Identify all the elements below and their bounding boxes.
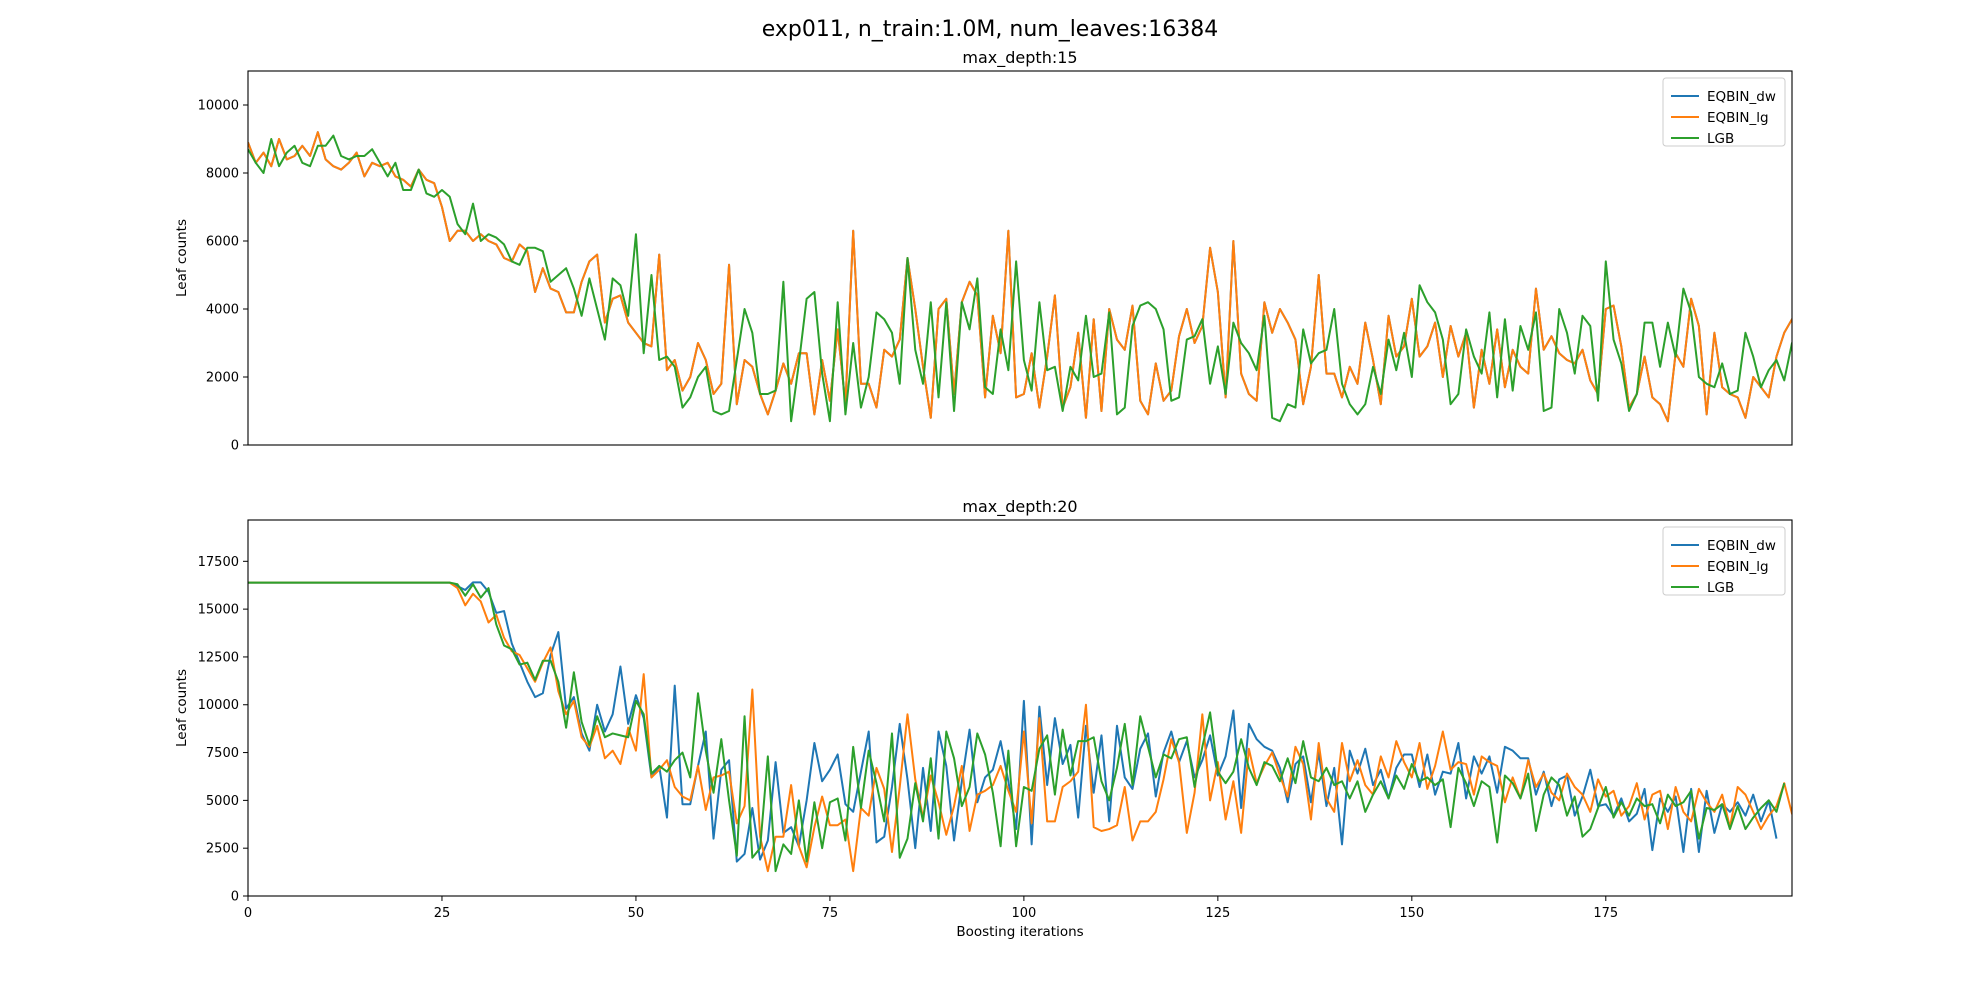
y-tick-label: 17500 xyxy=(198,555,239,570)
series-group xyxy=(248,131,1792,423)
panel-title: max_depth:20 xyxy=(962,497,1077,517)
series-line-eqbin-dw xyxy=(248,581,1778,863)
legend-label: EQBIN_dw xyxy=(1707,538,1776,554)
x-tick-label: 50 xyxy=(628,906,645,921)
legend-label: LGB xyxy=(1707,580,1734,596)
y-tick-label: 6000 xyxy=(206,235,239,250)
y-tick-label: 8000 xyxy=(206,167,239,182)
figure-suptitle: exp011, n_train:1.0M, num_leaves:16384 xyxy=(762,17,1219,42)
y-tick-label: 0 xyxy=(231,439,239,454)
y-axis-label: Leaf counts xyxy=(174,669,190,747)
series-line-lgb xyxy=(248,134,1792,423)
x-tick-label: 125 xyxy=(1205,906,1230,921)
x-tick-label: 150 xyxy=(1399,906,1424,921)
y-tick-label: 15000 xyxy=(198,603,239,618)
panel-1: max_depth:15 0 2000 4000 6000 8000 10000 Leaf c… xyxy=(174,48,1793,454)
x-tick-label: 175 xyxy=(1593,906,1618,921)
y-tick-label: 0 xyxy=(231,890,239,905)
y-tick-label: 10000 xyxy=(198,698,239,713)
legend-label: EQBIN_lg xyxy=(1707,559,1769,575)
series-group xyxy=(248,581,1792,873)
y-tick-label: 10000 xyxy=(198,99,239,114)
y-tick-label: 4000 xyxy=(206,303,239,318)
legend-label: LGB xyxy=(1707,131,1734,147)
y-axis-label: Leaf counts xyxy=(174,219,190,297)
panel-title: max_depth:15 xyxy=(962,48,1077,68)
legend: EQBIN_dw EQBIN_lg LGB xyxy=(1662,526,1786,596)
x-tick-label: 0 xyxy=(244,906,252,921)
legend: EQBIN_dw EQBIN_lg LGB xyxy=(1662,77,1786,147)
legend-label: EQBIN_dw xyxy=(1707,89,1776,105)
axes-frame xyxy=(247,519,1793,897)
panel-2: max_depth:20 0 2500 5000 7500 10000 12500 15000… xyxy=(174,497,1793,940)
x-tick-label: 75 xyxy=(822,906,839,921)
x-tick-label: 100 xyxy=(1011,906,1036,921)
series-line-eqbin-lg xyxy=(248,581,1792,873)
legend-label: EQBIN_lg xyxy=(1707,110,1769,126)
axes-frame xyxy=(247,70,1793,446)
series-line-lgb xyxy=(248,581,1786,873)
y-tick-label: 2000 xyxy=(206,371,239,386)
y-tick-label: 5000 xyxy=(206,794,239,809)
y-tick-label: 7500 xyxy=(206,746,239,761)
y-tick-label: 2500 xyxy=(206,842,239,857)
series-line-eqbin-lg xyxy=(248,131,1792,423)
x-axis-label: Boosting iterations xyxy=(956,924,1083,940)
y-tick-label: 12500 xyxy=(198,650,239,665)
x-tick-label: 25 xyxy=(434,906,451,921)
